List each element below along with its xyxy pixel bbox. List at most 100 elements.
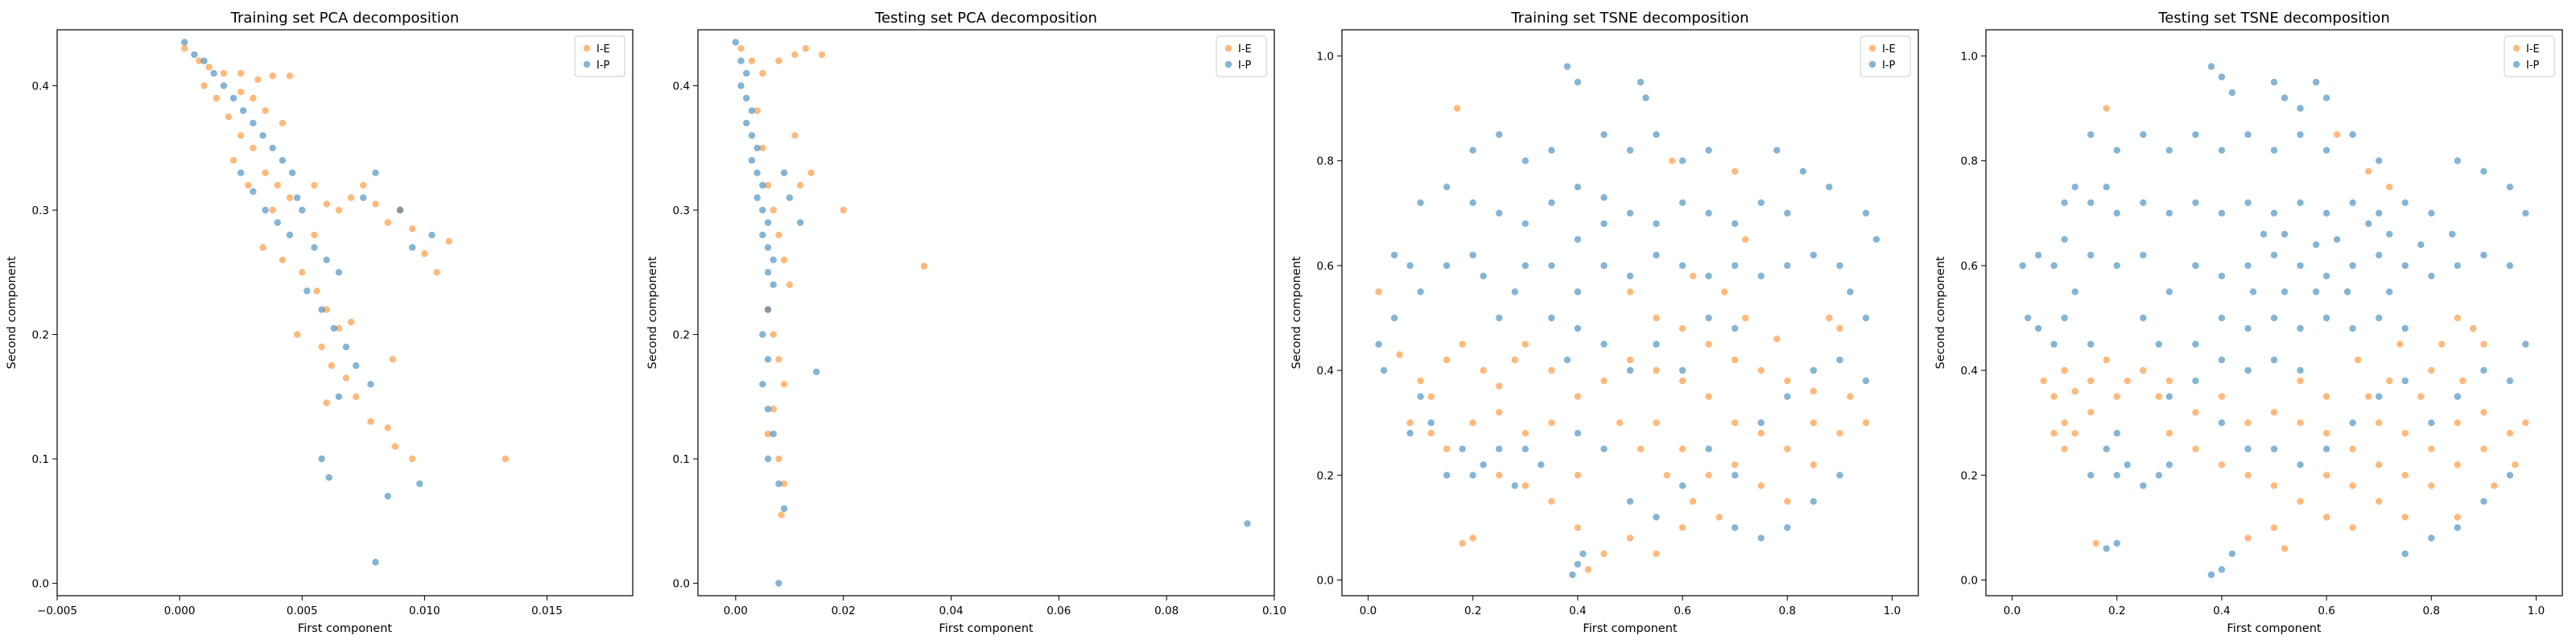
data-point-i-e (759, 144, 766, 151)
plot-points (732, 39, 1251, 587)
data-point-i-e (2322, 393, 2330, 400)
data-point-i-p (1705, 314, 1712, 322)
data-point-i-e (342, 374, 350, 382)
data-point-i-e (1757, 430, 1765, 437)
data-point-i-p (1626, 209, 1634, 217)
data-point-i-e (1663, 472, 1670, 479)
data-point-i-p (262, 206, 269, 214)
data-point-i-e (1574, 524, 1582, 531)
data-point-i-e (2506, 430, 2514, 437)
data-point-i-p (1678, 482, 1686, 489)
data-point-i-p (416, 480, 423, 488)
data-point-i-e (259, 244, 266, 251)
data-point-i-e (2270, 524, 2278, 531)
data-point-i-p (311, 244, 318, 251)
data-point-i-p (1548, 314, 1555, 322)
data-point-i-e (775, 356, 782, 363)
data-point-i-p (2297, 262, 2304, 270)
data-point-i-e (1742, 314, 1749, 322)
data-point-i-e (775, 57, 782, 64)
data-point-i-e (237, 89, 245, 96)
data-point-i-p (1563, 63, 1571, 70)
data-point-i-e (294, 331, 301, 338)
data-point-i-p (2322, 445, 2330, 452)
data-point-i-e (1653, 366, 1660, 374)
data-point-i-e (748, 57, 756, 64)
data-point-i-e (1810, 461, 1817, 469)
data-point-i-p (2244, 199, 2252, 206)
data-point-i-p (1705, 445, 1712, 452)
x-tick-label: 0.005 (287, 605, 318, 617)
data-point-i-p (2244, 324, 2252, 332)
data-point-i-p (2140, 251, 2147, 259)
data-point-i-p (796, 219, 804, 226)
data-point-i-e (1574, 393, 1582, 400)
data-point-i-e (780, 381, 788, 388)
data-point-i-p (770, 430, 777, 438)
data-point-i-e (791, 132, 799, 139)
data-point-i-e (1732, 419, 1739, 427)
data-point-i-p (813, 368, 820, 376)
y-tick-label: 0.4 (1317, 365, 1334, 378)
data-point-i-e (286, 72, 294, 80)
data-point-i-p (1872, 236, 1880, 243)
data-point-i-e (2061, 366, 2068, 374)
data-point-i-e (786, 281, 793, 288)
data-point-i-p (2322, 272, 2330, 280)
data-point-i-e (2349, 482, 2356, 489)
data-point-i-p (2312, 241, 2320, 249)
data-point-i-p (1406, 430, 1414, 437)
data-point-i-e (1757, 366, 1765, 374)
y-tick-label: 0.2 (32, 329, 49, 342)
data-point-i-e (1406, 419, 1414, 427)
x-tick-label: 0.0 (2004, 605, 2021, 617)
data-point-i-p (1511, 482, 1519, 489)
data-point-i-p (2140, 199, 2147, 206)
data-point-i-p (2281, 230, 2289, 238)
data-point-i-e (1443, 445, 1451, 452)
y-tick-label: 0.3 (32, 204, 49, 217)
data-point-i-p (2087, 199, 2095, 206)
data-point-i-p (191, 51, 198, 59)
data-point-i-p (764, 244, 772, 251)
data-point-i-p (753, 169, 761, 176)
legend-marker-i-e (583, 44, 591, 52)
data-point-i-e (2428, 445, 2435, 452)
y-axis-label: Second component (6, 256, 19, 369)
data-point-i-e (796, 181, 804, 189)
y-tick-label: 0.8 (1961, 155, 1978, 168)
data-point-i-p (1862, 377, 1870, 385)
data-point-i-p (2376, 209, 2383, 217)
data-point-i-p (1375, 341, 1382, 348)
data-point-i-e (391, 443, 399, 450)
data-point-i-p (1732, 524, 1739, 531)
data-point-i-p (732, 39, 739, 46)
data-point-i-p (1600, 262, 1608, 270)
data-point-i-p (384, 493, 391, 500)
data-point-i-e (2297, 377, 2304, 385)
data-point-i-p (2454, 157, 2461, 164)
data-point-i-e (2480, 445, 2487, 452)
y-tick-label: 1.0 (1317, 51, 1334, 64)
data-point-i-e (1626, 535, 1634, 542)
data-point-i-p (2376, 314, 2383, 322)
x-tick-label: 0.6 (1674, 605, 1690, 617)
legend-marker-i-e (1224, 44, 1232, 52)
data-point-i-e (2454, 419, 2461, 427)
data-point-i-e (1732, 356, 1739, 364)
data-point-i-e (2140, 366, 2147, 374)
data-point-i-p (294, 194, 301, 201)
data-point-i-e (775, 455, 782, 463)
data-point-i-e (1678, 524, 1686, 531)
data-point-i-e (1757, 482, 1765, 489)
data-point-i-e (1427, 430, 1435, 437)
data-point-i-p (2297, 105, 2304, 112)
data-point-i-p (764, 356, 772, 363)
data-point-i-p (1600, 131, 1608, 138)
data-point-i-p (748, 132, 756, 139)
data-point-i-p (2365, 220, 2372, 227)
data-point-i-p (2333, 236, 2341, 243)
legend-marker-i-p (1224, 60, 1232, 68)
data-point-i-p (2297, 461, 2304, 469)
data-point-i-e (1678, 324, 1686, 332)
